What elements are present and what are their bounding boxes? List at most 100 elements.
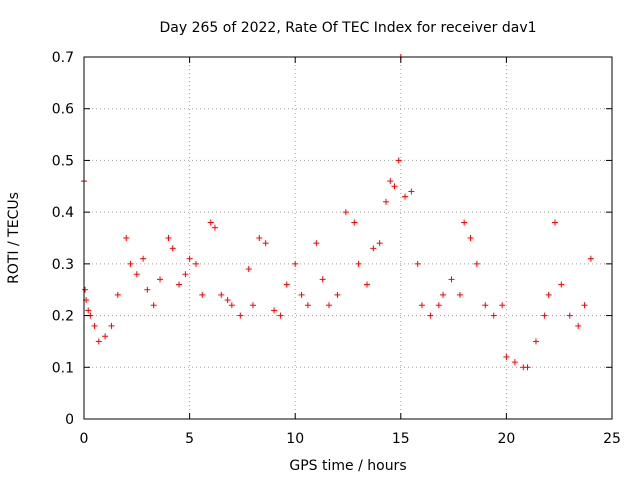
data-point	[256, 235, 263, 241]
data-point	[427, 312, 434, 319]
data-point	[325, 302, 332, 309]
data-point	[199, 291, 206, 298]
data-point	[545, 291, 552, 298]
y-axis-label: ROTI / TECUs	[6, 192, 22, 284]
grid-lines	[84, 57, 612, 419]
x-tick-label: 25	[603, 431, 621, 447]
y-tick-label: 0.7	[52, 50, 74, 66]
y-tick-label: 0.1	[52, 360, 74, 376]
data-point	[391, 183, 398, 190]
data-point	[395, 157, 402, 164]
data-points	[81, 54, 594, 371]
data-point	[575, 322, 582, 329]
data-point	[123, 235, 130, 241]
data-point	[524, 364, 531, 371]
y-tick-label: 0	[65, 412, 74, 428]
data-point	[551, 219, 558, 226]
data-point	[95, 338, 102, 345]
data-point	[532, 338, 539, 345]
data-point	[207, 219, 214, 226]
data-point	[402, 193, 409, 200]
data-point	[370, 245, 377, 252]
tick-labels: 0 5 10 15 20 25 0 0.1 0.2 0.3 0.4 0.5 0.6 0.7	[52, 50, 621, 447]
y-tick-label: 0.2	[52, 309, 74, 325]
data-point	[334, 291, 341, 298]
data-point	[176, 281, 183, 288]
data-point	[435, 302, 442, 309]
data-point	[108, 322, 115, 329]
data-point	[541, 312, 548, 319]
data-point	[218, 291, 225, 298]
y-tick-label: 0.5	[52, 153, 74, 169]
data-point	[102, 333, 109, 340]
data-point	[414, 260, 421, 267]
data-point	[237, 312, 244, 319]
data-point	[558, 281, 565, 288]
data-point	[383, 198, 390, 205]
data-point	[298, 291, 305, 298]
data-point	[448, 276, 455, 283]
data-point	[127, 260, 134, 267]
data-point	[182, 271, 189, 278]
data-point	[186, 255, 193, 262]
data-point	[82, 286, 89, 293]
data-point	[473, 260, 480, 267]
y-tick-label: 0.6	[52, 102, 74, 118]
data-point	[277, 312, 284, 319]
data-point	[150, 302, 157, 309]
data-point	[511, 359, 518, 366]
data-point	[482, 302, 489, 309]
data-point	[292, 260, 299, 267]
x-axis-label: GPS time / hours	[289, 458, 406, 474]
data-point	[140, 255, 147, 262]
data-point	[342, 209, 349, 216]
x-tick-label: 0	[80, 431, 89, 447]
data-point	[228, 302, 235, 309]
data-point	[456, 291, 463, 298]
data-point	[313, 240, 320, 247]
data-point	[418, 302, 425, 309]
data-point	[144, 286, 151, 293]
data-point	[581, 302, 588, 309]
data-point	[440, 291, 447, 298]
data-point	[224, 297, 231, 304]
data-point	[364, 281, 371, 288]
y-tick-label: 0.3	[52, 257, 74, 273]
y-tick-label: 0.4	[52, 205, 74, 221]
data-point	[319, 276, 326, 283]
data-point	[490, 312, 497, 319]
data-point	[262, 240, 269, 247]
data-point	[351, 219, 358, 226]
data-point	[304, 302, 311, 309]
x-tick-label: 5	[185, 431, 194, 447]
data-point	[499, 302, 506, 309]
data-point	[283, 281, 290, 288]
chart-title: Day 265 of 2022, Rate Of TEC Index for r…	[159, 20, 536, 36]
data-point	[376, 240, 383, 247]
data-point	[467, 235, 474, 241]
data-point	[91, 322, 98, 329]
data-point	[503, 353, 510, 360]
data-point	[461, 219, 468, 226]
data-point	[114, 291, 121, 298]
data-point	[211, 224, 218, 231]
data-point	[169, 245, 176, 252]
x-tick-label: 20	[497, 431, 515, 447]
data-point	[245, 266, 252, 273]
axis-ticks	[83, 56, 613, 420]
data-point	[157, 276, 164, 283]
data-point	[249, 302, 256, 309]
data-point	[355, 260, 362, 267]
plot-frame	[83, 56, 613, 420]
data-point	[566, 312, 573, 319]
data-point	[192, 260, 199, 267]
x-tick-label: 15	[392, 431, 410, 447]
data-point	[387, 178, 394, 185]
x-tick-label: 10	[286, 431, 304, 447]
data-point	[271, 307, 278, 314]
data-point	[85, 307, 92, 314]
data-point	[165, 235, 172, 241]
data-point	[133, 271, 140, 278]
data-point	[587, 255, 594, 262]
